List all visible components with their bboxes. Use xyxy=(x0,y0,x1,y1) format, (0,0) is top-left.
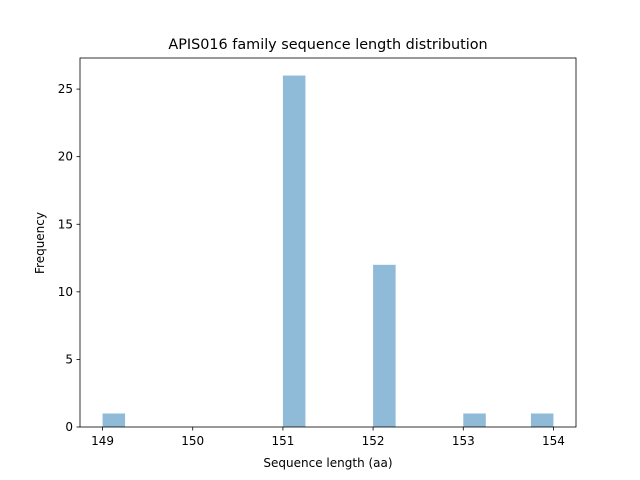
x-tick-label: 153 xyxy=(452,434,475,448)
y-axis-label: Frequency xyxy=(33,212,47,274)
x-axis-label: Sequence length (aa) xyxy=(263,456,392,470)
y-tick-label: 5 xyxy=(65,352,73,366)
y-tick-label: 10 xyxy=(58,285,73,299)
bar xyxy=(282,75,306,428)
x-tick-label: 149 xyxy=(91,434,114,448)
y-tick-label: 15 xyxy=(58,217,73,231)
bar xyxy=(102,413,126,427)
y-tick-label: 20 xyxy=(58,150,73,164)
bar xyxy=(463,413,486,427)
x-tick-label: 154 xyxy=(542,434,565,448)
bar xyxy=(530,413,554,427)
plot-frame xyxy=(79,57,577,428)
x-tick-label: 152 xyxy=(362,434,385,448)
y-tick-label: 0 xyxy=(65,420,73,434)
y-tick-label: 25 xyxy=(58,82,73,96)
x-tick-label: 150 xyxy=(181,434,204,448)
bar xyxy=(373,264,396,427)
x-tick-label: 151 xyxy=(271,434,294,448)
chart-title: APIS016 family sequence length distribut… xyxy=(168,37,487,53)
